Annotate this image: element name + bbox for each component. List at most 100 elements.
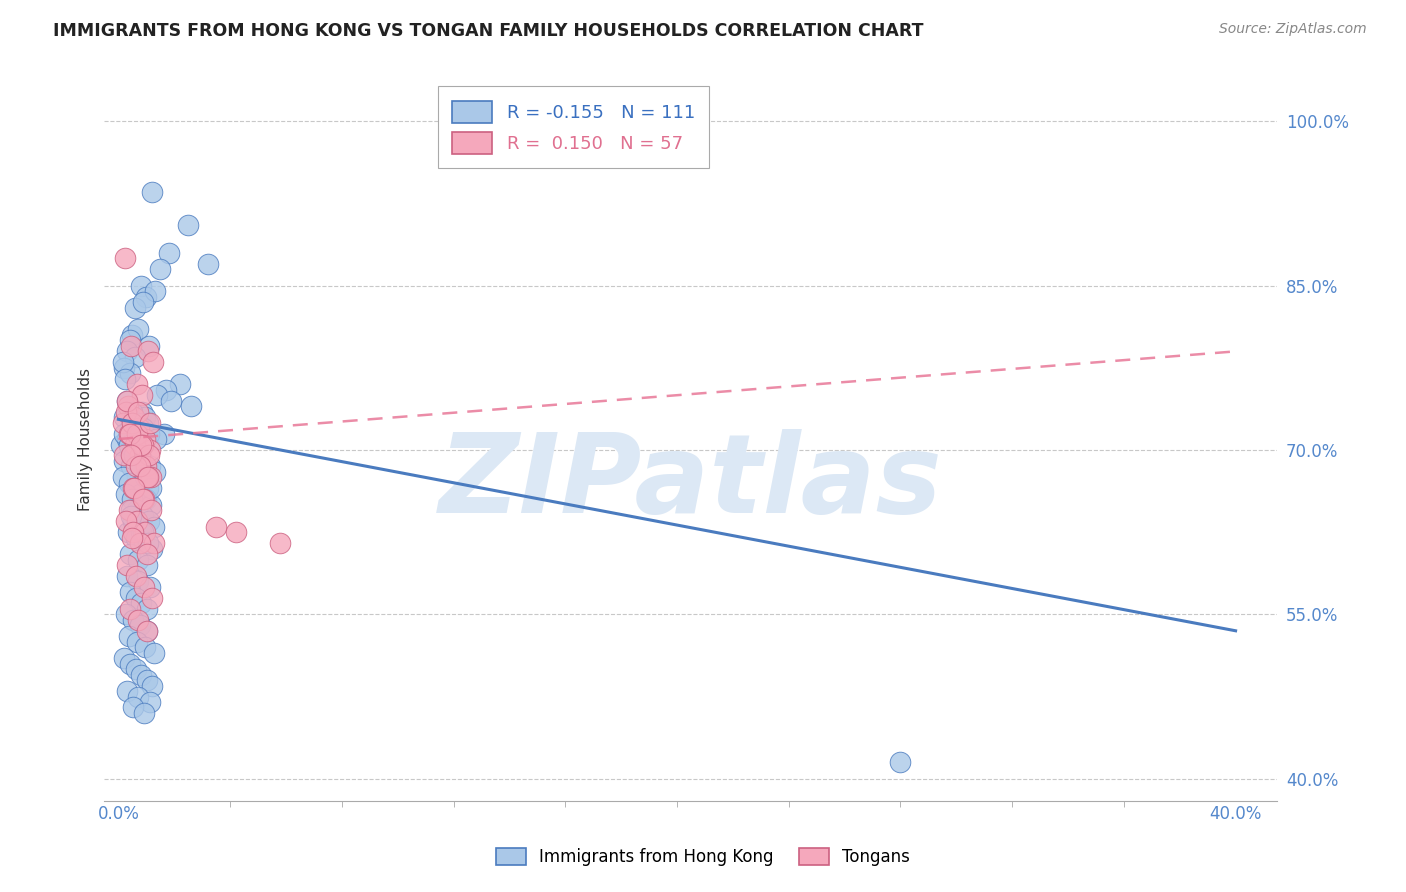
Point: [127, 416, 149, 430]
Point: [127, 503, 149, 517]
Point: [125, 634, 148, 648]
Point: [118, 475, 141, 490]
Point: [127, 690, 149, 704]
Point: [135, 470, 157, 484]
Point: [122, 481, 145, 495]
Point: [122, 481, 145, 495]
Point: [121, 327, 143, 342]
Point: [117, 399, 139, 413]
Point: [132, 454, 155, 468]
Point: [138, 514, 160, 528]
Point: [135, 624, 157, 638]
Point: [135, 289, 157, 303]
Point: [121, 531, 143, 545]
Point: [141, 470, 163, 484]
Point: [131, 525, 153, 540]
Point: [128, 421, 150, 435]
Point: [132, 706, 155, 720]
Point: [141, 679, 163, 693]
Text: ZIPatlas: ZIPatlas: [439, 429, 943, 536]
Point: [135, 602, 157, 616]
Point: [124, 531, 146, 545]
Point: [149, 262, 172, 277]
Point: [112, 416, 135, 430]
Point: [120, 426, 142, 441]
Point: [155, 383, 177, 397]
Point: [129, 487, 152, 501]
Point: [180, 399, 202, 413]
Point: [124, 569, 146, 583]
Point: [114, 426, 136, 441]
Point: [124, 662, 146, 676]
Point: [141, 498, 163, 512]
Point: [117, 569, 139, 583]
Point: [118, 426, 141, 441]
Point: [128, 459, 150, 474]
Point: [136, 344, 159, 359]
Point: [115, 393, 138, 408]
Point: [118, 437, 141, 451]
Point: [142, 355, 165, 369]
Point: [117, 558, 139, 572]
Point: [132, 492, 155, 507]
Point: [138, 339, 160, 353]
Point: [112, 360, 135, 375]
Point: [127, 449, 149, 463]
Point: [114, 449, 136, 463]
Point: [129, 437, 152, 451]
Point: [139, 503, 162, 517]
Point: [139, 442, 162, 457]
Point: [122, 700, 145, 714]
Point: [135, 673, 157, 687]
Point: [122, 410, 145, 425]
Point: [132, 580, 155, 594]
Point: [115, 344, 138, 359]
Point: [138, 416, 160, 430]
Point: [124, 459, 146, 474]
Legend: Immigrants from Hong Kong, Tongans: Immigrants from Hong Kong, Tongans: [489, 841, 917, 873]
Point: [138, 426, 160, 441]
Point: [141, 591, 163, 605]
Point: [134, 432, 156, 446]
Point: [141, 186, 163, 200]
Point: [112, 470, 135, 484]
Point: [143, 519, 166, 533]
Point: [129, 278, 152, 293]
Point: [121, 503, 143, 517]
Point: [124, 350, 146, 364]
Point: [132, 421, 155, 435]
Point: [127, 552, 149, 566]
Point: [124, 437, 146, 451]
Point: [225, 525, 247, 540]
Point: [128, 618, 150, 632]
Point: [117, 393, 139, 408]
Point: [121, 442, 143, 457]
Point: [128, 459, 150, 474]
Point: [120, 508, 142, 523]
Point: [136, 416, 159, 430]
Point: [135, 459, 157, 474]
Point: [114, 372, 136, 386]
Point: [122, 449, 145, 463]
Point: [127, 613, 149, 627]
Point: [135, 547, 157, 561]
Point: [120, 459, 142, 474]
Point: [153, 426, 176, 441]
Y-axis label: Family Households: Family Households: [79, 368, 93, 510]
Point: [124, 301, 146, 315]
Point: [132, 437, 155, 451]
Point: [177, 219, 200, 233]
Point: [122, 514, 145, 528]
Point: [127, 404, 149, 418]
Point: [120, 339, 142, 353]
Point: [138, 580, 160, 594]
Point: [117, 684, 139, 698]
Point: [118, 629, 141, 643]
Point: [122, 613, 145, 627]
Point: [145, 432, 167, 446]
Point: [115, 432, 138, 446]
Point: [131, 388, 153, 402]
Legend: R = -0.155   N = 111, R =  0.150   N = 57: R = -0.155 N = 111, R = 0.150 N = 57: [439, 87, 709, 169]
Point: [127, 322, 149, 336]
Point: [128, 536, 150, 550]
